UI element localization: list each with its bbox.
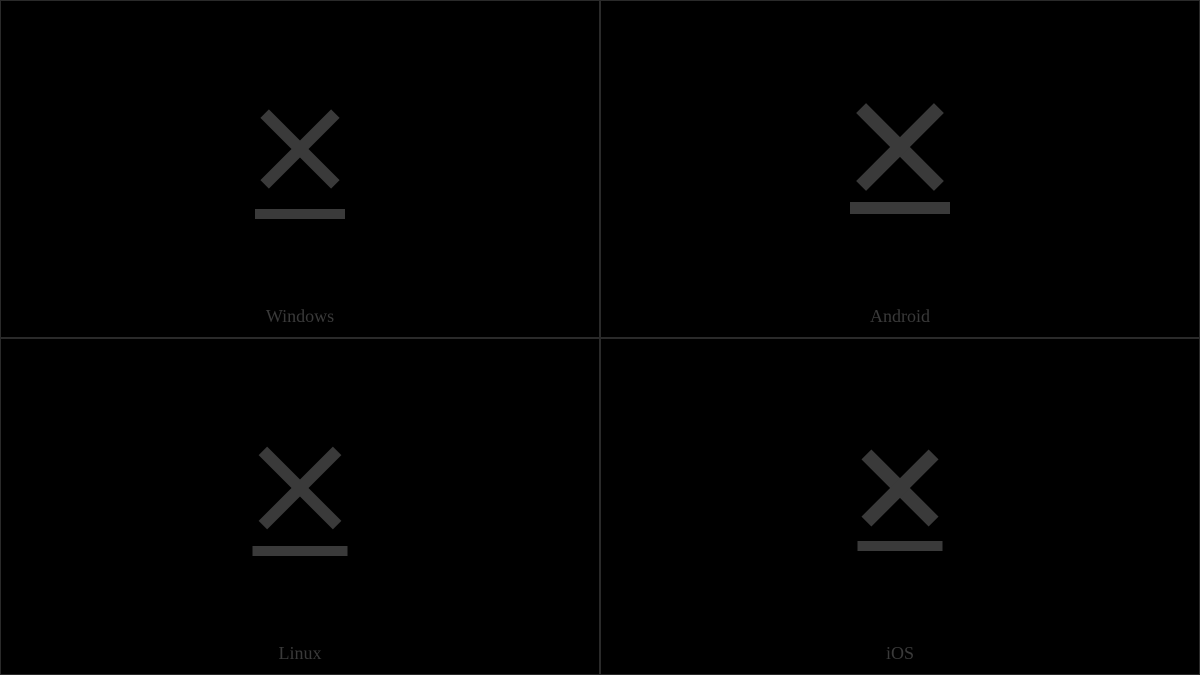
underline-icon	[850, 202, 950, 214]
underline-icon	[253, 546, 348, 556]
glyph-wrap-linux	[1, 339, 599, 675]
platform-label: Linux	[279, 643, 322, 664]
cell-android: Android	[600, 0, 1200, 338]
glyph-wrap-ios	[601, 339, 1199, 675]
underline-icon	[858, 541, 943, 551]
cell-ios: iOS	[600, 338, 1200, 675]
cell-linux: Linux	[0, 338, 600, 675]
glyph-windows	[240, 89, 360, 249]
glyph-ios	[845, 436, 955, 576]
glyph-linux	[240, 431, 360, 581]
glyph-wrap-windows	[1, 1, 599, 337]
glyph-wrap-android	[601, 1, 1199, 337]
glyph-android	[840, 94, 960, 244]
glyph-grid: Windows Android Linux	[0, 0, 1200, 675]
platform-label: Windows	[266, 306, 334, 327]
platform-label: Android	[870, 306, 930, 327]
cell-windows: Windows	[0, 0, 600, 338]
platform-label: iOS	[886, 643, 914, 664]
underline-icon	[255, 209, 345, 219]
